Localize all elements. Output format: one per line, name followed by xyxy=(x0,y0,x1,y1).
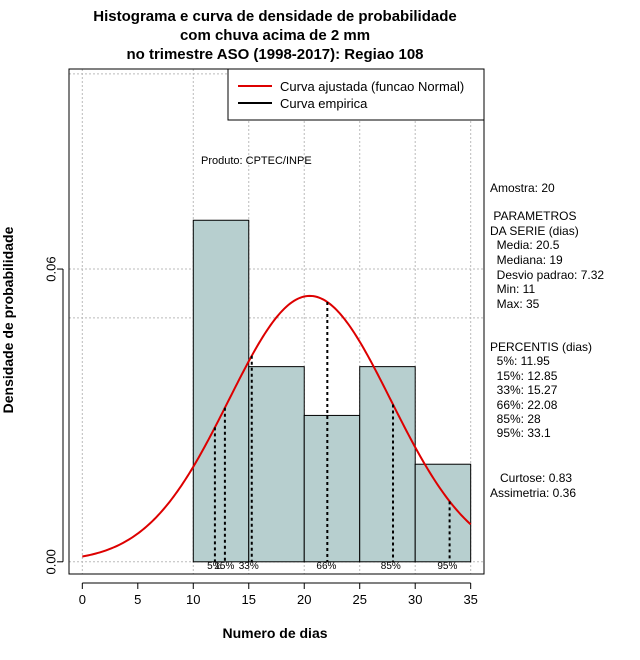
legend-empirical-label: Curva empirica xyxy=(280,96,368,111)
stats-line-16: Assimetria: 0.36 xyxy=(490,486,576,500)
stats-line-0: Amostra: 20 xyxy=(490,181,555,195)
grid-lines xyxy=(69,69,484,574)
x-axis-label: Numero de dias xyxy=(222,625,327,641)
histogram-bar-4 xyxy=(414,463,472,563)
x-tick-label-5: 25 xyxy=(352,592,366,607)
histogram-bar-3 xyxy=(359,366,416,563)
histogram-bars xyxy=(192,219,472,563)
product-annotation: Produto: CPTEC/INPE xyxy=(201,155,312,167)
stats-line-13: 85%: 28 xyxy=(490,412,541,426)
stats-line-6: Min: 11 xyxy=(490,282,535,296)
legend: Curva ajustada (funcao Normal) Curva emp… xyxy=(227,68,485,121)
histogram-bar-2 xyxy=(303,414,361,563)
x-tick-label-6: 30 xyxy=(408,592,422,607)
histogram-bar-0 xyxy=(192,219,250,563)
y-axis-label: Densidade de probabilidade xyxy=(0,226,16,413)
percentile-tick-label-1: 15% xyxy=(214,561,234,572)
x-tick-label-3: 15 xyxy=(242,592,256,607)
x-axis: 0 5 10 15 20 25 30 35 xyxy=(79,582,478,607)
percentile-lines xyxy=(213,302,451,562)
stats-line-5: Desvio padrao: 7.32 xyxy=(490,268,604,282)
x-tick-label-4: 20 xyxy=(297,592,311,607)
x-tick-label-0: 0 xyxy=(79,592,86,607)
stats-line-3: Media: 20.5 xyxy=(490,238,560,252)
x-tick-label-7: 35 xyxy=(463,592,477,607)
percentile-tick-labels: 5%15% 33% 66% 85% 95% xyxy=(207,561,457,572)
percentile-tick-label-3: 66% xyxy=(316,561,336,572)
chart-title-line-1: Histograma e curva de densidade de proba… xyxy=(93,8,456,25)
chart-title-line-3: no trimestre ASO (1998-2017): Regiao 108 xyxy=(126,46,423,63)
y-axis: 0.00 0.06 xyxy=(43,256,64,574)
percentile-tick-label-2: 33% xyxy=(239,561,259,572)
chart-title-line-2: com chuva acima de 2 mm xyxy=(180,27,370,44)
stats-line-1: PARAMETROS xyxy=(490,209,576,223)
legend-box xyxy=(227,68,485,121)
histogram-bar-1 xyxy=(248,366,305,563)
percentile-tick-label-0: 5% xyxy=(207,561,222,572)
stats-line-4: Mediana: 19 xyxy=(490,253,563,267)
stats-line-7: Max: 35 xyxy=(490,297,540,311)
stats-line-8: PERCENTIS (dias) xyxy=(490,340,592,354)
y-tick-label-0: 0.00 xyxy=(43,549,58,574)
stats-line-15: Curtose: 0.83 xyxy=(490,471,572,485)
stats-line-14: 95%: 33.1 xyxy=(490,426,551,440)
fitted-curve-layer xyxy=(82,294,472,558)
stats-line-12: 66%: 22.08 xyxy=(490,398,558,412)
stats-line-11: 33%: 15.27 xyxy=(490,383,558,397)
percentile-tick-label-4: 85% xyxy=(381,561,401,572)
x-tick-label-2: 10 xyxy=(186,592,200,607)
stats-line-2: DA SERIE (dias) xyxy=(490,224,579,238)
x-tick-label-1: 5 xyxy=(134,592,141,607)
fitted-normal-curve xyxy=(82,294,472,558)
percentile-tick-label-5: 95% xyxy=(437,561,457,572)
stats-line-9: 5%: 11.95 xyxy=(490,354,550,368)
stats-line-10: 15%: 12.85 xyxy=(490,369,558,383)
legend-fitted-label: Curva ajustada (funcao Normal) xyxy=(280,79,464,94)
y-tick-label-1: 0.06 xyxy=(43,256,58,281)
